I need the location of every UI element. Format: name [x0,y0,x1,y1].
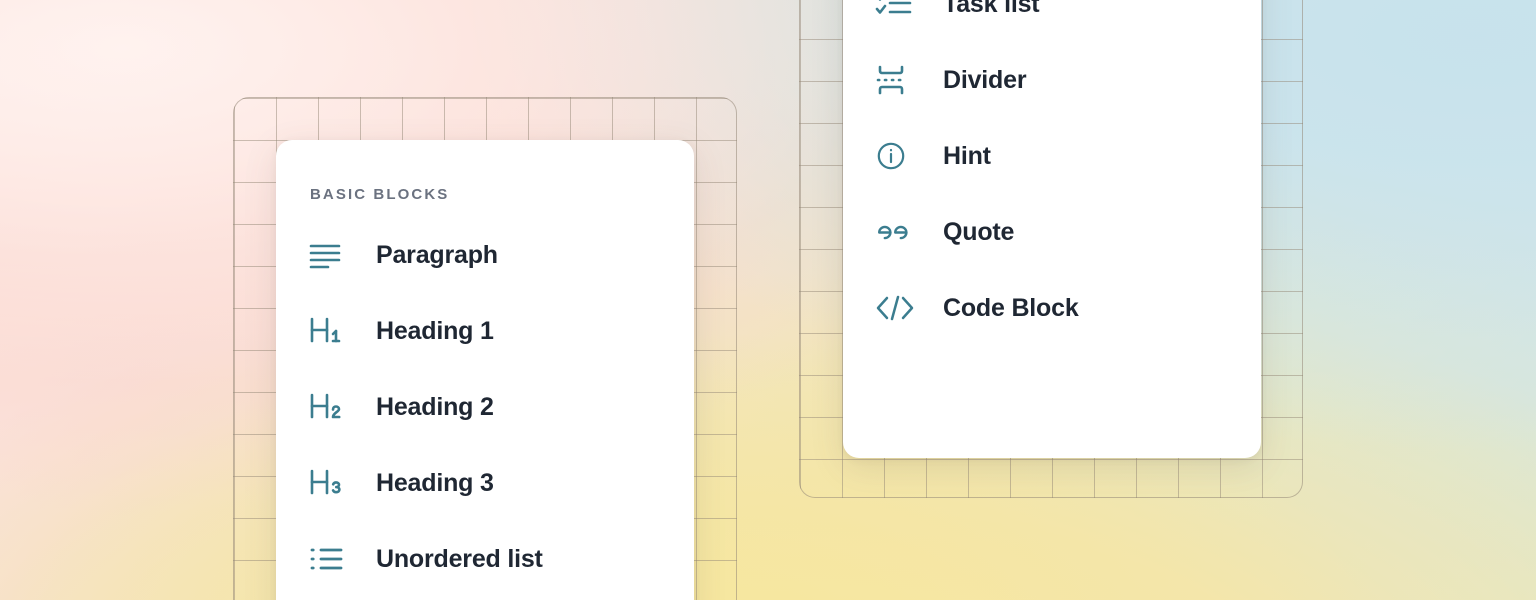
basic-blocks-menu-list: Paragraph Heading 1 [276,203,694,597]
paragraph-icon [309,238,348,272]
menu-item-paragraph[interactable]: Paragraph [276,217,694,293]
menu-item-label: Heading 2 [376,392,494,421]
menu-item-label: Heading 3 [376,468,494,497]
menu-item-label: Task list [943,0,1040,18]
menu-item-heading-2[interactable]: Heading 2 [276,369,694,445]
heading-1-icon [310,314,348,348]
menu-item-label: Quote [943,217,1015,246]
heading-2-icon [310,390,348,424]
hint-icon [877,139,915,173]
basic-blocks-menu-panel: BASIC BLOCKS Paragraph [276,140,694,600]
divider-icon [876,63,915,97]
menu-item-quote[interactable]: Quote [843,194,1261,270]
code-block-icon [876,291,915,325]
menu-item-label: Hint [943,141,991,170]
menu-item-task-list[interactable]: Task list [843,0,1261,42]
unordered-list-icon [310,542,348,576]
menu-item-code-block[interactable]: Code Block [843,270,1261,346]
menu-item-label: Unordered list [376,544,543,573]
menu-item-heading-1[interactable]: Heading 1 [276,293,694,369]
panel-section-title: BASIC BLOCKS [310,186,450,203]
menu-item-divider[interactable]: Divider [843,42,1261,118]
menu-item-label: Divider [943,65,1027,94]
menu-item-hint[interactable]: Hint [843,118,1261,194]
task-list-icon [875,0,915,21]
menu-item-label: Paragraph [376,240,498,269]
quote-icon [877,215,915,249]
block-types-menu-panel: 1 2 Ordered list Task list [843,0,1261,458]
menu-item-label: Heading 1 [376,316,494,345]
block-types-menu-list: 1 2 Ordered list Task list [843,0,1261,346]
menu-item-label: Code Block [943,293,1079,322]
menu-item-heading-3[interactable]: Heading 3 [276,445,694,521]
menu-item-unordered-list[interactable]: Unordered list [276,521,694,597]
heading-3-icon [310,466,348,500]
